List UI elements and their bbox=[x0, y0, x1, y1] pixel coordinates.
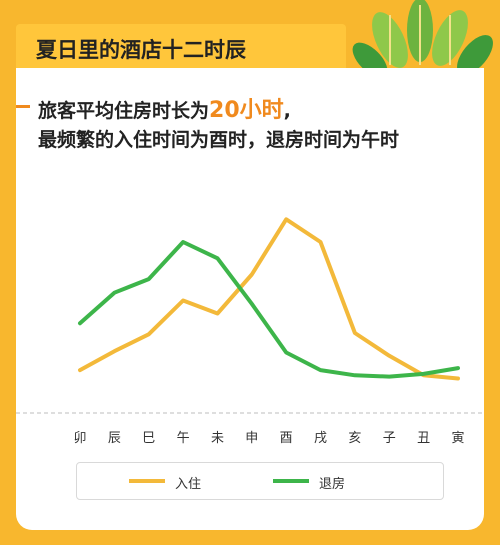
subtitle-line-2: 最频繁的入住时间为酉时，退房时间为午时 bbox=[38, 129, 400, 151]
x-tick-label: 寅 bbox=[451, 430, 464, 446]
x-tick-label: 巳 bbox=[142, 431, 155, 446]
legend-swatch-checkin bbox=[129, 479, 165, 483]
subtitle-marker bbox=[16, 105, 30, 108]
chart-legend: 入住 退房 bbox=[76, 462, 444, 500]
title-bar bbox=[16, 24, 346, 68]
subtitle-line-1: 旅客平均住房时长为20小时, bbox=[38, 98, 291, 123]
page-title: 夏日里的酒店十二时辰 bbox=[36, 38, 246, 62]
series-line-checkin bbox=[78, 217, 460, 381]
x-tick-label: 丑 bbox=[417, 431, 430, 446]
highlight-duration: 20小时 bbox=[209, 98, 284, 123]
legend-label-checkout: 退房 bbox=[319, 477, 346, 492]
legend-swatch-checkout bbox=[273, 479, 309, 483]
x-tick-label: 子 bbox=[383, 431, 396, 446]
x-tick-label: 申 bbox=[245, 431, 258, 446]
plant-decoration bbox=[352, 0, 493, 78]
x-tick-label: 辰 bbox=[108, 431, 121, 446]
x-tick-label: 酉 bbox=[280, 431, 293, 446]
x-tick-label: 午 bbox=[177, 431, 190, 446]
x-tick-label: 卯 bbox=[73, 431, 86, 446]
legend-label-checkin: 入住 bbox=[175, 477, 202, 492]
x-tick-label: 亥 bbox=[348, 431, 361, 446]
x-tick-label: 未 bbox=[211, 431, 224, 446]
x-tick-label: 戌 bbox=[314, 431, 327, 446]
series-line-checkout bbox=[78, 240, 460, 379]
